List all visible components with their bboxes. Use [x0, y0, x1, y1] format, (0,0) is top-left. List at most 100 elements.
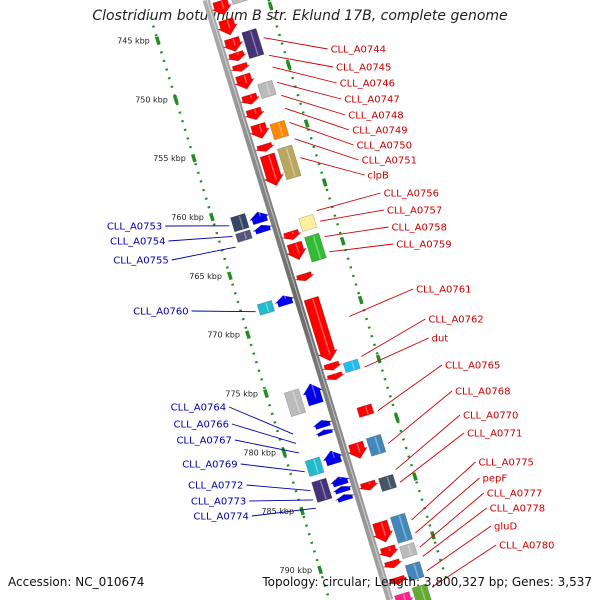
- gene-label: CLL_A0754: [110, 237, 165, 248]
- kbp-tick-mark: [357, 295, 364, 305]
- kbp-tick-mark: [285, 60, 292, 70]
- gene-label: pepF: [482, 474, 507, 485]
- gene-label: gluD: [494, 522, 517, 533]
- forward-gene: [356, 403, 375, 418]
- forward-gene: [411, 583, 432, 600]
- gene-shine: [238, 215, 244, 229]
- forward-gene: [243, 106, 266, 121]
- gene-label: CLL_A0768: [455, 387, 510, 398]
- forward-gene: [249, 121, 271, 139]
- forward-gene: [372, 519, 394, 543]
- label-leader-line: [348, 288, 414, 317]
- label-leader-line: [411, 461, 476, 521]
- kbp-tick-mark: [430, 531, 436, 540]
- gene-shine: [380, 522, 387, 537]
- kbp-tick-label: 755 kbp: [153, 154, 186, 163]
- forward-gene: [342, 358, 361, 374]
- kbp-tick-mark: [339, 236, 346, 246]
- kbp-tick-mark: [321, 178, 328, 187]
- label-leader-line: [231, 423, 297, 444]
- kbp-tick-mark: [190, 153, 197, 163]
- gene-labels: CLL_A0744 CLL_A0745 CLL_A0746 CLL_A0747 CLL_…: [107, 37, 554, 588]
- reverse-gene: [322, 450, 344, 467]
- gene-label: CLL_A0772: [188, 481, 243, 492]
- gene-shine: [243, 232, 248, 240]
- forward-gene: [277, 144, 302, 181]
- gene-label: CLL_A0778: [490, 504, 545, 515]
- reverse-gene: [312, 419, 333, 430]
- forward-gene: [255, 141, 275, 152]
- kbp-tick-mark: [375, 354, 382, 364]
- reverse-gene: [230, 213, 250, 233]
- label-leader-line: [324, 226, 389, 237]
- kbp-tick-label: 750 kbp: [135, 95, 168, 104]
- kbp-tick-label: 780 kbp: [243, 448, 276, 457]
- forward-gene: [231, 0, 248, 5]
- label-leader-line: [277, 81, 342, 100]
- reverse-gene: [304, 456, 325, 477]
- kbp-tick-mark: [303, 119, 310, 128]
- gene-shine: [243, 75, 248, 84]
- gene-shine: [285, 147, 296, 177]
- forward-gene: [382, 558, 403, 569]
- gene-label: CLL_A0748: [348, 111, 403, 122]
- label-leader-line: [234, 439, 299, 454]
- label-leader-line: [251, 507, 316, 517]
- label-leader-line: [168, 235, 233, 242]
- reverse-gene: [330, 476, 350, 488]
- gene-label: CLL_A0750: [357, 141, 412, 152]
- label-leader-line: [228, 406, 294, 435]
- gene-shine: [232, 38, 236, 46]
- forward-gene: [211, 0, 233, 16]
- gene-label: CLL_A0747: [344, 95, 399, 106]
- reverse-gene: [332, 485, 353, 495]
- forward-gene: [241, 28, 265, 60]
- gene-label: CLL_A0777: [487, 489, 542, 500]
- label-leader-line: [285, 107, 350, 131]
- gene-shine: [331, 451, 336, 458]
- forward-gene: [347, 440, 368, 459]
- kbp-tick-mark: [227, 271, 233, 281]
- gene-label: CLL_A0760: [133, 307, 188, 318]
- genome-backbone: [202, 0, 394, 600]
- gene-label: CLL_A0753: [107, 222, 162, 233]
- forward-gene: [257, 79, 277, 100]
- forward-gene: [378, 473, 398, 492]
- kbp-tick-mark: [267, 1, 274, 11]
- gene-shine: [268, 155, 277, 180]
- gene-label: clpB: [367, 171, 389, 182]
- label-leader-line: [281, 94, 346, 116]
- gene-shine: [258, 212, 262, 217]
- forward-gene: [394, 591, 414, 600]
- forward-gene: [298, 213, 318, 232]
- reverse-gene: [256, 300, 276, 316]
- forward-gene: [239, 92, 261, 105]
- gene-shine: [413, 563, 419, 578]
- label-leader-line: [377, 364, 443, 411]
- label-leader-line: [387, 390, 453, 444]
- gene-label: CLL_A0758: [392, 223, 447, 234]
- reverse-gene: [335, 494, 355, 503]
- gene-shine: [284, 295, 287, 300]
- gene-shine: [278, 122, 284, 137]
- label-leader-line: [191, 310, 256, 313]
- kbp-tick-mark: [394, 413, 400, 423]
- gene-shine: [319, 480, 327, 500]
- label-leader-line: [419, 492, 485, 548]
- forward-gene: [388, 574, 408, 585]
- kbp-tick-label: 790 kbp: [280, 566, 313, 575]
- gene-shine: [324, 428, 327, 431]
- gene-shine: [374, 436, 381, 453]
- gene-label: CLL_A0773: [191, 497, 246, 508]
- kbp-tick-mark: [412, 472, 418, 481]
- gene-label: CLL_A0744: [331, 45, 386, 56]
- gene-label: CLL_A0765: [445, 361, 500, 372]
- forward-gene: [230, 61, 251, 72]
- dotted-track-right: [267, 0, 449, 583]
- topology-text: Topology: circular; Length: 3,800,327 bp…: [262, 575, 592, 589]
- forward-gene: [378, 544, 400, 558]
- kbp-tick-label: 785 kbp: [261, 507, 294, 516]
- reverse-gene: [283, 388, 307, 417]
- forward-gene: [399, 542, 418, 560]
- label-leader-line: [249, 499, 314, 502]
